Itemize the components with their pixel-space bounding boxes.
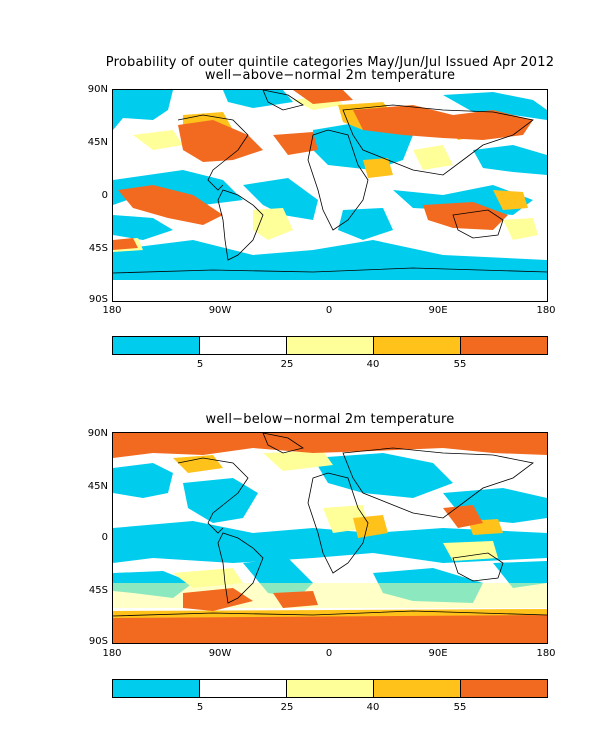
orange-regions (113, 433, 547, 643)
panel-below-normal: well−below−normal 2m temperature 90N 45N… (88, 413, 556, 714)
map-below-normal (112, 432, 548, 644)
colorbar (112, 679, 548, 698)
y-tick-label: 45S (88, 243, 108, 254)
x-tick-label: 90W (208, 305, 232, 316)
colorbar-label: 25 (280, 359, 294, 370)
colorbar-swatch (460, 680, 547, 697)
panel-above-normal: well−above−normal 2m temperature 90N 45N… (87, 68, 556, 371)
x-tick-label: 180 (536, 305, 556, 316)
y-tick-label: 0 (101, 190, 108, 201)
colorbar-label: 25 (280, 702, 294, 713)
colorbar-swatch (286, 680, 373, 697)
colorbar-swatch (113, 337, 199, 354)
coastlines (113, 433, 547, 617)
colorbar-swatch (286, 337, 373, 354)
main-title: Probability of outer quintile categories… (105, 55, 555, 70)
panel-subtitle: well−below−normal 2m temperature (205, 412, 455, 427)
coastlines (113, 90, 547, 274)
x-tick-label: 0 (325, 648, 333, 659)
colorbar-swatch (199, 337, 286, 354)
y-tick-label: 45N (87, 137, 108, 148)
orange-regions (113, 90, 533, 250)
colorbar-swatch (199, 680, 286, 697)
colorbar-label: 55 (453, 359, 467, 370)
y-tick-label: 45N (87, 481, 108, 492)
x-tick-label: 0 (325, 305, 333, 316)
colorbar-label: 55 (453, 702, 467, 713)
panel-subtitle: well−above−normal 2m temperature (204, 68, 456, 83)
y-tick-label: 90S (88, 636, 108, 647)
yellow-regions (113, 95, 538, 252)
x-tick-label: 180 (102, 648, 122, 659)
colorbar-label: 5 (196, 359, 204, 370)
map-above-normal (112, 89, 548, 302)
y-tick-label: 90N (87, 84, 108, 95)
colorbar-swatch (373, 337, 460, 354)
colorbar-swatch (460, 337, 547, 354)
y-tick-label: 90S (88, 294, 108, 305)
x-tick-label: 180 (536, 648, 556, 659)
colorbar (112, 336, 548, 355)
colorbar-label: 40 (366, 702, 380, 713)
colorbar-swatch (373, 680, 460, 697)
x-tick-label: 90W (208, 648, 232, 659)
y-tick-label: 0 (101, 532, 108, 543)
x-tick-label: 90E (428, 648, 448, 659)
y-tick-label: 90N (87, 428, 108, 439)
colorbar-swatch (113, 680, 199, 697)
colorbar-label: 40 (366, 359, 380, 370)
y-tick-label: 45S (88, 585, 108, 596)
colorbar-label: 5 (196, 702, 204, 713)
x-tick-label: 180 (102, 305, 122, 316)
x-tick-label: 90E (428, 305, 448, 316)
